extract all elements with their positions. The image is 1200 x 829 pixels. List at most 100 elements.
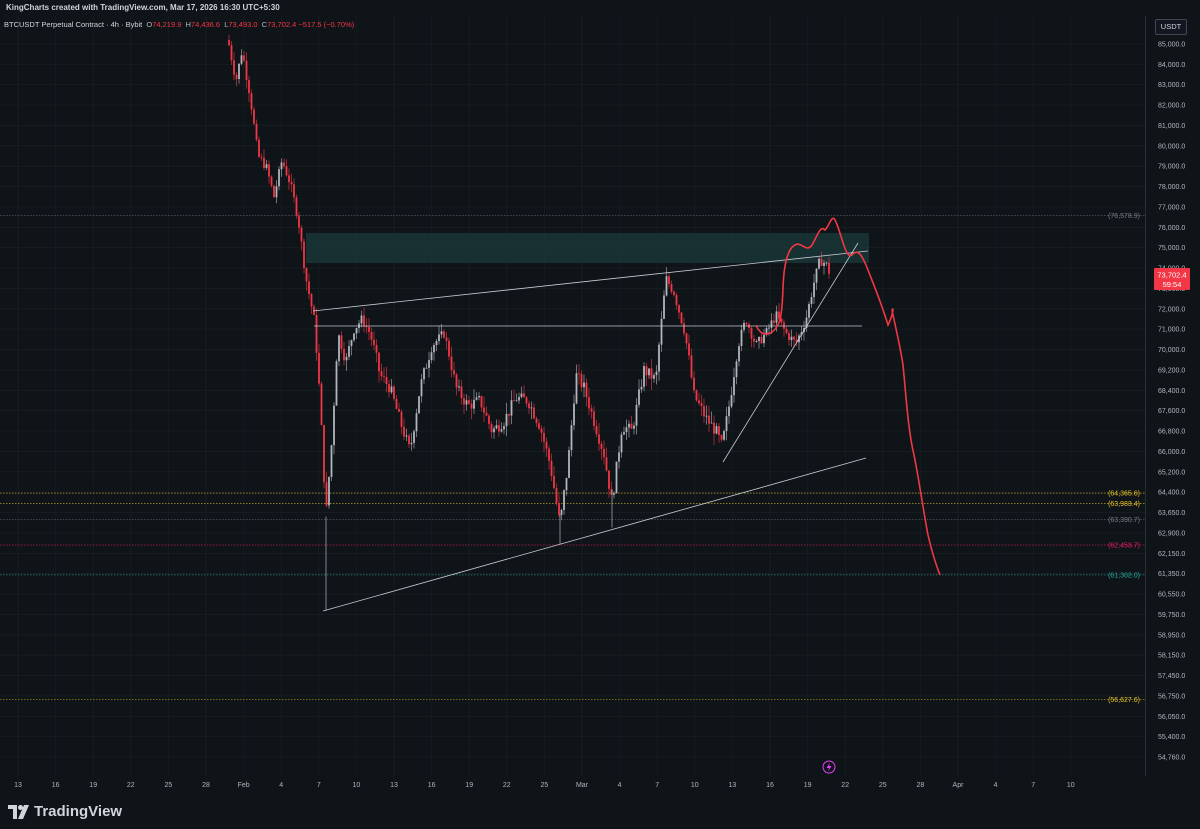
candle-body: [230, 45, 233, 61]
candle-body: [663, 295, 665, 319]
price-tick: 66,000.0: [1158, 449, 1185, 456]
candle-body: [635, 404, 638, 426]
time-tick: 13: [14, 782, 22, 789]
time-tick: 28: [202, 782, 210, 789]
candle-body: [628, 423, 630, 428]
candle-body: [375, 345, 378, 353]
candle-body: [383, 376, 385, 378]
candle-body: [780, 318, 783, 323]
price-tick: 85,000.0: [1158, 42, 1185, 49]
candle-body: [408, 435, 410, 445]
candle-body: [778, 311, 780, 319]
candle-body: [555, 488, 558, 503]
candle-body: [303, 241, 305, 269]
candle-body: [825, 262, 828, 264]
candle-body: [333, 405, 335, 446]
candle-body: [400, 411, 403, 427]
candle-body: [763, 334, 765, 344]
candle-body: [738, 346, 740, 362]
candle-body: [583, 382, 585, 388]
candle-body: [590, 408, 593, 412]
price-tick: 57,450.0: [1158, 673, 1185, 680]
top-bar: KingCharts created with TradingView.com,…: [0, 0, 1200, 16]
current-price-value: 73,702.4: [1157, 271, 1186, 280]
candle-body: [703, 406, 705, 417]
lower-trendline[interactable]: [322, 457, 867, 612]
candle-body: [648, 368, 650, 376]
currency-button[interactable]: USDT: [1155, 19, 1187, 35]
candle-body: [235, 74, 238, 80]
projection-path[interactable]: [755, 217, 941, 576]
candle-body: [458, 386, 460, 388]
candle-body: [520, 393, 523, 397]
time-tick: 19: [804, 782, 812, 789]
candle-body: [243, 55, 245, 61]
candle-body: [350, 340, 353, 347]
candle-body: [455, 374, 458, 388]
candle-body: [750, 327, 753, 339]
candle-body: [623, 432, 625, 435]
price-axis-divider: [1145, 16, 1146, 776]
candle-body: [668, 276, 670, 284]
candle-body: [568, 450, 570, 478]
candle-body: [368, 327, 370, 332]
candle-body: [493, 428, 495, 433]
low-value: 73,493.0: [228, 20, 258, 29]
candle-body: [505, 413, 508, 427]
candle-body: [403, 426, 405, 437]
candle-body: [513, 400, 515, 402]
candle-body: [530, 407, 533, 409]
price-tick: 83,000.0: [1158, 82, 1185, 89]
price-tick: 62,900.0: [1158, 530, 1185, 537]
candle-body: [563, 490, 565, 510]
candle-body: [355, 328, 358, 334]
candle-body: [680, 312, 683, 324]
price-tick: 76,000.0: [1158, 225, 1185, 232]
candle-body: [785, 328, 788, 334]
candle-body: [670, 283, 673, 292]
candle-body: [328, 476, 330, 506]
chart-canvas[interactable]: 85,000.0 84,000.0 83,000.0 82,000.0 81,000.0…: [0, 0, 1200, 796]
candle-body: [573, 403, 575, 426]
candle-body: [453, 370, 455, 375]
candle-body: [433, 345, 435, 353]
candle-body: [258, 139, 260, 157]
symbol-legend[interactable]: BTCUSDT Perpetual Contract · 4h · Bybit …: [4, 19, 354, 31]
candle-body: [463, 398, 465, 405]
lightning-event-icon[interactable]: [822, 760, 836, 774]
candle-body: [395, 398, 398, 409]
candle-body: [448, 340, 450, 357]
price-tick: 78,000.0: [1158, 184, 1185, 191]
candle-body: [613, 493, 615, 495]
level-label: (63,983.4): [1108, 501, 1140, 508]
candle-body: [445, 337, 448, 341]
time-axis: 13 16 19 22 25 28 Feb 4 7 10 13 16 19 22 25 Mar 4 7 10 13 16…: [14, 782, 1075, 789]
price-tick: 64,400.0: [1158, 490, 1185, 497]
candle-body: [228, 39, 230, 46]
candle-body: [600, 443, 603, 449]
candle-body: [705, 415, 708, 417]
candle-body: [773, 320, 775, 323]
candle-body: [253, 109, 255, 124]
candle-body: [418, 396, 420, 414]
price-axis: 85,000.0 84,000.0 83,000.0 82,000.0 81,000.0…: [1158, 42, 1185, 762]
supply-zone[interactable]: [306, 233, 869, 263]
candle-body: [625, 427, 628, 433]
candle-body: [460, 386, 463, 399]
candle-body: [713, 422, 715, 434]
candle-body: [813, 282, 815, 298]
candle-body: [620, 434, 623, 453]
candle-body: [718, 426, 720, 436]
upper-trendline[interactable]: [312, 250, 869, 312]
symbol-name[interactable]: BTCUSDT Perpetual Contract · 4h · Bybit: [4, 20, 143, 29]
time-tick: 22: [503, 782, 511, 789]
candle-body: [525, 397, 528, 404]
candle-body: [815, 268, 818, 283]
time-tick: 13: [729, 782, 737, 789]
candle-body: [753, 338, 755, 342]
candle-body: [678, 305, 680, 313]
time-tick: 16: [766, 782, 774, 789]
time-tick: Feb: [238, 782, 250, 789]
candle-body: [793, 336, 795, 340]
rising-trendline[interactable]: [722, 242, 859, 463]
